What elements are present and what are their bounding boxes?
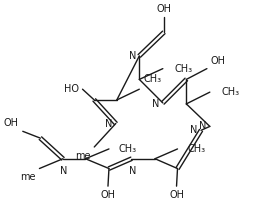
Text: CH₃: CH₃: [222, 87, 240, 97]
Text: N: N: [199, 121, 207, 131]
Text: N: N: [129, 166, 136, 175]
Text: N: N: [60, 166, 68, 175]
Text: N: N: [105, 119, 113, 129]
Text: OH: OH: [156, 4, 171, 14]
Text: OH: OH: [211, 56, 226, 66]
Text: CH₃: CH₃: [187, 144, 206, 154]
Text: OH: OH: [101, 190, 115, 200]
Text: N: N: [190, 125, 198, 135]
Text: me: me: [75, 151, 90, 161]
Text: HO: HO: [63, 84, 79, 94]
Text: CH₃: CH₃: [119, 144, 137, 154]
Text: OH: OH: [169, 190, 184, 200]
Text: CH₃: CH₃: [175, 64, 193, 74]
Text: OH: OH: [4, 118, 19, 128]
Text: N: N: [152, 99, 160, 109]
Text: me: me: [20, 172, 36, 182]
Text: CH₃: CH₃: [143, 74, 161, 84]
Text: N: N: [129, 51, 136, 61]
